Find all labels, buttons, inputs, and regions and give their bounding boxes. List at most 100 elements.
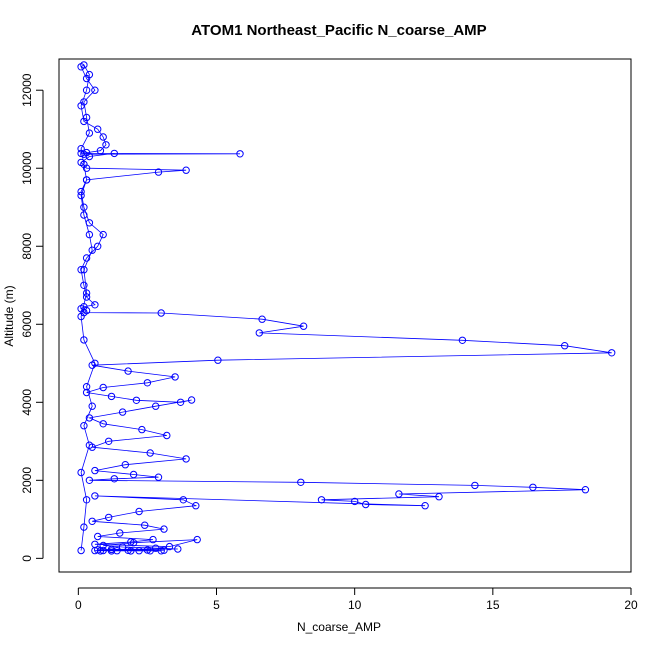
data-point	[85, 129, 94, 137]
data-point	[192, 502, 200, 510]
x-tick-label: 5	[213, 598, 220, 612]
data-point	[91, 492, 99, 500]
x-tick-label: 20	[624, 598, 638, 612]
data-point	[157, 309, 165, 317]
data-point	[96, 547, 105, 555]
data-point	[82, 293, 91, 301]
data-point	[94, 125, 102, 133]
data-point	[124, 367, 132, 375]
data-point	[91, 301, 99, 309]
data-point	[88, 443, 96, 451]
data-point	[80, 203, 88, 211]
data-point	[91, 546, 99, 555]
data-point	[351, 497, 359, 506]
data-point	[107, 392, 116, 401]
data-point	[80, 266, 88, 274]
data-point	[102, 141, 110, 149]
data-point	[80, 281, 88, 289]
data-point	[395, 490, 403, 498]
data-point	[99, 230, 107, 239]
data-point	[80, 422, 88, 430]
y-tick-label: 8000	[20, 233, 34, 260]
data-point	[141, 521, 149, 529]
data-point	[88, 517, 96, 525]
data-point	[99, 420, 107, 428]
data-point	[99, 546, 107, 555]
data-point	[85, 230, 94, 239]
data-point	[88, 361, 96, 369]
data-point	[80, 523, 88, 531]
x-tick-label: 15	[486, 598, 500, 612]
data-point	[105, 513, 113, 522]
data-point	[80, 61, 88, 69]
y-axis-label: Altitude (m)	[2, 285, 16, 346]
data-point	[561, 342, 569, 350]
data-point	[91, 86, 99, 94]
y-tick-label: 0	[20, 555, 34, 562]
data-point	[82, 86, 91, 94]
data-point	[182, 455, 190, 463]
data-point	[82, 176, 91, 184]
data-point	[138, 425, 146, 434]
data-point	[176, 398, 185, 406]
data-point	[77, 102, 85, 110]
data-point	[77, 546, 85, 555]
data-point	[107, 547, 116, 555]
data-point	[116, 529, 124, 537]
data-point	[80, 308, 88, 317]
data-point	[152, 402, 160, 410]
data-point	[85, 414, 94, 422]
data-point	[160, 546, 168, 554]
data-point	[317, 496, 326, 504]
chart-title: ATOM1 Northeast_Pacific N_coarse_AMP	[191, 22, 486, 39]
data-point	[163, 431, 171, 440]
plot-frame	[58, 58, 632, 573]
x-tick-label: 10	[348, 598, 362, 612]
data-point	[82, 164, 91, 172]
data-point	[85, 476, 94, 484]
data-point	[113, 547, 121, 555]
data-point	[608, 349, 616, 357]
data-point	[82, 388, 91, 397]
data-point	[82, 289, 91, 297]
data-point	[135, 547, 143, 555]
y-tick-label: 6000	[20, 311, 34, 338]
x-axis-label: N_coarse_AMP	[297, 620, 381, 634]
data-point	[146, 547, 154, 555]
data-point	[124, 546, 132, 554]
data-point	[110, 475, 119, 483]
data-point	[127, 547, 135, 555]
data-point	[154, 473, 163, 481]
y-tick-label: 4000	[20, 389, 34, 416]
data-point	[529, 483, 537, 491]
data-point	[80, 336, 88, 344]
data-point	[96, 147, 105, 155]
data-point	[118, 408, 127, 416]
data-point	[127, 538, 135, 546]
data-point	[132, 396, 141, 404]
data-point	[143, 379, 152, 387]
y-axis: 0 2000 4000 6000 8000 10000 12000	[20, 73, 44, 562]
data-point	[77, 266, 85, 274]
data-point	[105, 437, 113, 445]
data-point	[258, 315, 266, 323]
data-point	[129, 539, 138, 547]
y-tick-label: 2000	[20, 467, 34, 494]
data-point	[255, 329, 263, 337]
data-point	[458, 336, 467, 344]
data-point	[193, 535, 201, 544]
data-point	[82, 254, 91, 262]
series-line	[80, 64, 612, 552]
data-point	[85, 152, 94, 161]
data-point	[77, 191, 85, 200]
data-point	[82, 383, 91, 391]
data-point	[129, 470, 138, 479]
data-point	[421, 502, 429, 510]
x-tick-label: 0	[75, 598, 82, 612]
data-point	[91, 466, 99, 475]
data-point	[297, 478, 305, 486]
data-point	[77, 187, 85, 196]
data-point	[174, 545, 182, 553]
data-point	[435, 493, 443, 501]
